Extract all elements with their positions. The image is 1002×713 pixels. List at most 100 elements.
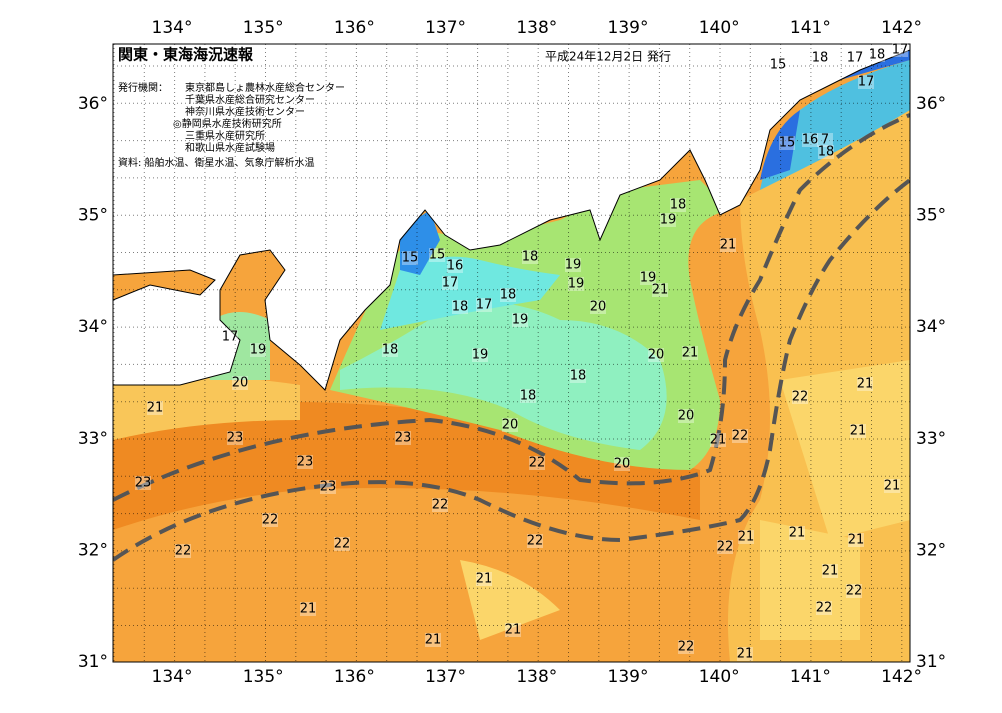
contour-label: 17	[892, 43, 909, 58]
longitude-label: 135°	[243, 18, 284, 38]
label-halo	[770, 58, 786, 72]
label-halo	[442, 276, 458, 290]
contour-label: 22	[334, 537, 351, 552]
label-halo	[382, 343, 398, 357]
label-halo	[652, 283, 668, 297]
latitude-label: 36°	[916, 94, 946, 114]
contour-label: 22	[527, 534, 544, 549]
contour-label: 18	[570, 369, 587, 384]
longitude-label: 139°	[608, 667, 649, 687]
label-halo	[812, 51, 828, 65]
contour-label: 20	[648, 348, 665, 363]
issue-date: 平成24年12月2日 発行	[545, 50, 671, 64]
longitude-label: 137°	[425, 667, 466, 687]
contour-label: 18	[818, 145, 835, 160]
contour-label: 21	[850, 424, 867, 439]
yellow-zone	[113, 376, 300, 440]
contour-label: 21	[720, 238, 737, 253]
contour-label: 15	[770, 58, 787, 73]
contour-label: 21	[738, 530, 755, 545]
contour-label: 20	[678, 409, 695, 424]
label-halo	[822, 564, 838, 578]
latitude-label: 32°	[78, 540, 108, 560]
longitude-label: 141°	[790, 18, 831, 38]
label-halo	[682, 346, 698, 360]
label-halo	[670, 198, 686, 212]
label-halo	[590, 300, 606, 314]
longitude-label: 136°	[334, 18, 375, 38]
contour-label: 15	[779, 136, 796, 151]
contour-label: 22	[678, 640, 695, 655]
contour-label: 20	[502, 418, 519, 433]
label-halo	[640, 271, 656, 285]
label-halo	[817, 133, 833, 147]
contour-label: 21	[857, 377, 874, 392]
contour-label: 19	[250, 343, 267, 358]
contour-label: 19	[640, 271, 657, 286]
label-halo	[502, 418, 518, 432]
contour-label: 18	[812, 51, 829, 66]
source: 資料: 船舶水温、衛星水温、気象庁解析水温	[118, 156, 315, 169]
longitude-label: 136°	[334, 667, 375, 687]
label-halo	[717, 540, 733, 554]
contour-label: 22	[717, 540, 734, 555]
label-halo	[848, 533, 864, 547]
label-halo	[432, 498, 448, 512]
cool-water	[380, 256, 560, 330]
contour-label: 19	[565, 258, 582, 273]
contour-label: 21	[425, 633, 442, 648]
longitude-label: 138°	[516, 667, 557, 687]
kuroshio-axis	[113, 113, 910, 502]
cool-water	[340, 300, 667, 450]
label-halo	[732, 429, 748, 443]
contour-label: 23	[395, 431, 412, 446]
contour-label: 18	[520, 389, 537, 404]
label-halo	[476, 298, 492, 312]
latitude-label: 35°	[916, 206, 946, 226]
contour-label: 22	[262, 513, 279, 528]
label-halo	[792, 390, 808, 404]
contour-label: 23	[297, 455, 314, 470]
contour-label: 16	[447, 259, 464, 274]
contour-label: 17	[222, 330, 239, 345]
contour-label: 23	[320, 480, 337, 495]
contour-label: 19	[472, 348, 489, 363]
label-halo	[520, 389, 536, 403]
label-halo	[570, 369, 586, 383]
contour-label: 19	[568, 277, 585, 292]
label-halo	[227, 431, 243, 445]
label-halo	[472, 348, 488, 362]
contour-label: 18	[382, 343, 399, 358]
label-halo	[529, 456, 545, 470]
label-halo	[738, 530, 754, 544]
contour-label: 17	[858, 75, 875, 90]
contour-label: 21	[476, 572, 493, 587]
agency: 神奈川県水産技術センター	[185, 105, 305, 118]
latitude-label: 33°	[78, 429, 108, 449]
label-halo	[710, 433, 726, 447]
label-halo	[395, 431, 411, 445]
contour-label: 18	[452, 300, 469, 315]
label-halo	[869, 48, 885, 62]
label-halo	[320, 480, 336, 494]
contour-label: 18	[500, 288, 517, 303]
contour-label: 18	[869, 48, 886, 63]
map-body	[113, 44, 910, 662]
latitude-label: 35°	[78, 206, 108, 226]
latitude-label: 36°	[78, 94, 108, 114]
longitude-label: 142°	[881, 667, 922, 687]
contour-label: 20	[614, 457, 631, 472]
contour-label: 22	[175, 544, 192, 559]
label-halo	[648, 348, 664, 362]
title: 関東・東海海況速報	[118, 46, 254, 64]
contour-label: 21	[300, 602, 317, 617]
label-halo	[250, 343, 266, 357]
contour-label: 21	[848, 533, 865, 548]
agency: 和歌山県水産試験場	[185, 141, 275, 154]
contour-label: 22	[792, 390, 809, 405]
contour-label: 21	[682, 346, 699, 361]
label-halo	[425, 633, 441, 647]
label-halo	[505, 623, 521, 637]
label-halo	[892, 43, 908, 57]
